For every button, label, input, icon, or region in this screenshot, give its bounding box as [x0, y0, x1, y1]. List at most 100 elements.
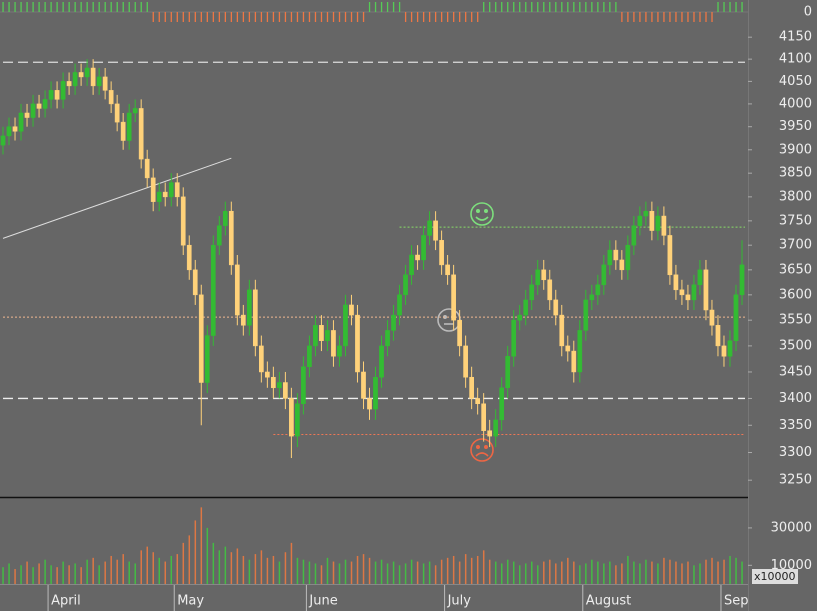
candle-body	[541, 269, 547, 281]
volume-bar	[116, 559, 118, 584]
indicator-bar	[386, 2, 389, 12]
indicator-bar	[8, 2, 10, 12]
candle-body	[547, 279, 553, 301]
y-tick-label: 4050	[779, 74, 812, 89]
volume-bar	[236, 548, 239, 584]
y-tick-label: 3600	[779, 287, 812, 302]
indicator-bar	[104, 2, 106, 12]
volume-bar	[134, 563, 136, 584]
volume-bar	[422, 563, 425, 584]
candle-body	[679, 289, 685, 296]
indicator-bar	[194, 12, 196, 22]
candle-body	[120, 121, 126, 141]
volume-bar	[663, 557, 665, 584]
indicator-bar	[567, 2, 569, 12]
candle-body	[565, 345, 571, 352]
volume-bar	[585, 563, 587, 584]
y-tick-label: 3450	[779, 364, 812, 379]
indicator-bar	[62, 2, 64, 12]
volume-bar	[512, 561, 515, 584]
candle-body	[144, 158, 150, 179]
indicator-bar	[188, 12, 190, 22]
indicator-bar	[320, 12, 323, 22]
indicator-bar	[80, 2, 82, 12]
volume-bar	[278, 561, 281, 584]
candle-body	[6, 126, 12, 137]
indicator-bar	[416, 12, 419, 22]
volume-bar	[110, 555, 112, 584]
candle-body	[210, 244, 216, 336]
indicator-bar	[128, 2, 130, 12]
indicator-bar	[735, 2, 737, 12]
volume-bar	[633, 561, 635, 584]
indicator-bar	[56, 2, 58, 12]
candle-body	[174, 182, 180, 198]
volume-tick-label: 30000	[771, 520, 812, 535]
volume-bar	[404, 563, 407, 584]
volume-bar	[302, 559, 305, 584]
candle-body	[709, 309, 715, 326]
candle-body	[283, 382, 288, 399]
candle-body	[559, 314, 565, 347]
indicator-bar	[519, 2, 521, 12]
candle-body	[445, 264, 450, 276]
volume-bar	[723, 559, 725, 584]
candle-body	[439, 240, 444, 266]
indicator-bar	[200, 12, 202, 22]
indicator-bar	[332, 12, 335, 22]
volume-bar	[152, 552, 155, 584]
x-tick-label: May	[177, 594, 204, 609]
candle-body	[0, 135, 6, 146]
volume-bar	[320, 565, 323, 584]
sad-face	[470, 438, 494, 462]
x-tick-label: June	[308, 594, 337, 609]
indicator-bar	[248, 12, 251, 22]
candle-body	[331, 330, 336, 357]
indicator-bar	[26, 2, 28, 12]
indicator-bar	[158, 12, 160, 22]
happy-face	[470, 202, 494, 226]
indicator-bar	[260, 12, 263, 22]
candle-body	[265, 371, 270, 378]
candle-body	[66, 81, 72, 87]
indicator-bar	[230, 12, 233, 22]
indicator-bar	[453, 12, 455, 22]
volume-bar	[368, 557, 371, 584]
candle-body	[715, 325, 721, 347]
candle-body	[156, 191, 162, 202]
volume-bar	[416, 561, 419, 584]
candle-body	[343, 304, 348, 347]
indicator-bar	[218, 12, 220, 22]
candle-body	[523, 299, 529, 316]
candle-body	[361, 371, 366, 399]
x-tick-label: July	[447, 594, 472, 609]
volume-bar	[194, 520, 197, 584]
volume-bar	[8, 563, 10, 584]
candle-body	[493, 419, 499, 437]
candle-body	[12, 126, 18, 132]
volume-bar	[212, 542, 215, 584]
indicator-bar	[236, 12, 239, 22]
candle-body	[138, 108, 144, 160]
volume-bar	[380, 559, 383, 584]
candle-body	[102, 76, 108, 91]
volume-bar	[326, 557, 329, 584]
indicator-bar	[483, 2, 485, 12]
volume-bar	[56, 567, 58, 584]
volume-bar	[579, 565, 581, 584]
volume-bar	[476, 555, 479, 584]
volume-bar	[266, 557, 269, 584]
indicator-bar	[242, 12, 245, 22]
candle-body	[589, 294, 595, 301]
indicator-bar	[687, 12, 689, 22]
indicator-bar	[621, 12, 623, 22]
candle-body	[307, 345, 312, 367]
volume-bar	[681, 563, 683, 584]
indicator-bar	[374, 2, 377, 12]
y-tick-label: 3650	[779, 262, 812, 277]
volume-bar	[518, 565, 521, 584]
indicator-bar	[404, 12, 407, 22]
candle-body	[60, 81, 66, 100]
candle-body	[733, 294, 739, 341]
